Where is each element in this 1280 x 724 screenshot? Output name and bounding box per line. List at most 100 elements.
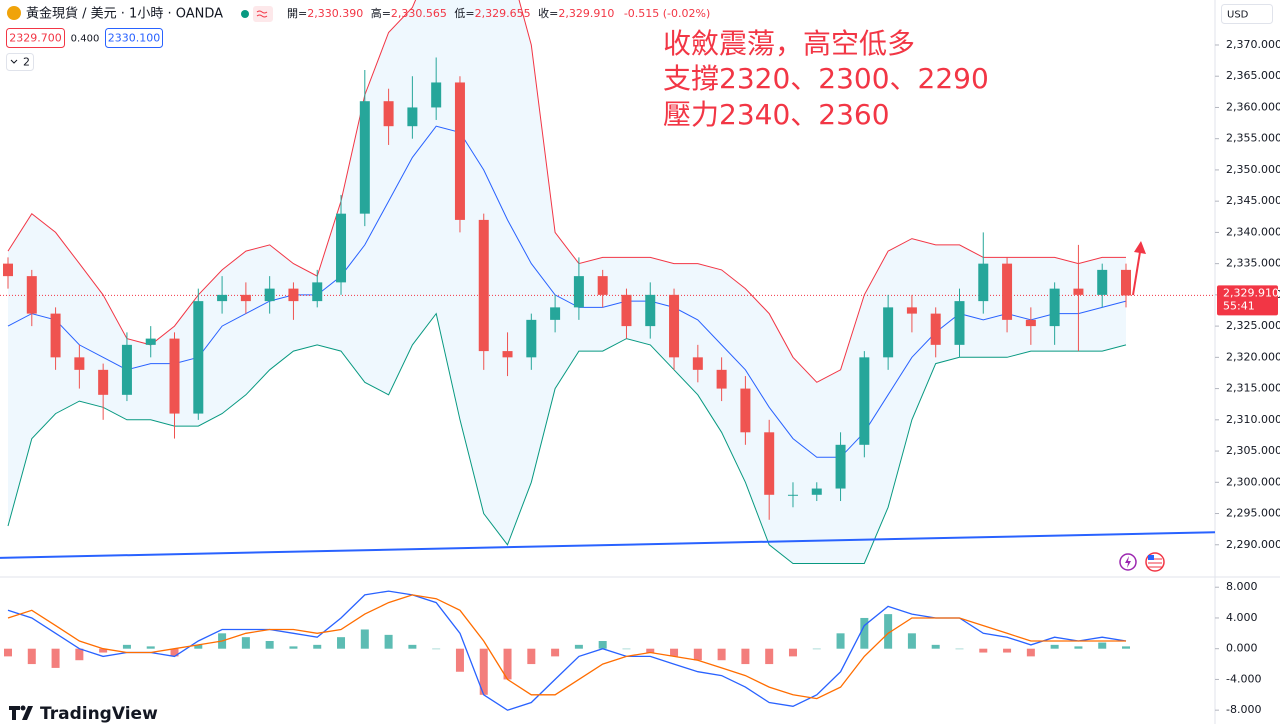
ohlc-value: 2,330.565 [391, 7, 447, 20]
candle-body [859, 357, 870, 445]
ohlc-legend: 開=2,330.390 高=2,330.565 低=2,329.655 收=2,… [287, 6, 710, 20]
candle-body [1002, 263, 1013, 320]
data-icon[interactable] [253, 6, 273, 22]
macd-histogram-bar [717, 648, 726, 661]
candle-body [383, 101, 394, 127]
macd-histogram-bar [313, 644, 322, 649]
macd-histogram-bar [765, 648, 774, 665]
price-axis: 2,290.000 2,295.000 2,300.000 2,305.000 2,31… [1215, 38, 1280, 716]
macd-histogram-bar [146, 646, 155, 649]
currency-button[interactable] [1221, 4, 1273, 24]
sell-button[interactable] [6, 28, 65, 48]
y-tick-label: -4.000 [1226, 672, 1261, 685]
macd-histogram-bar [812, 648, 821, 650]
macd-histogram-bar [4, 648, 12, 657]
macd-histogram-bar [1098, 642, 1107, 649]
candle-body [550, 307, 561, 320]
bid-price: 2329.700 [9, 32, 62, 45]
ohlc-label: 高= [371, 6, 391, 20]
macd-histogram-bar [574, 644, 583, 649]
flag-canton [1148, 555, 1154, 560]
macd-histogram-bar [455, 648, 464, 672]
candle-body [240, 294, 251, 302]
macd-histogram-bar [27, 648, 36, 665]
macd-histogram-bar [432, 648, 441, 650]
ohlc-label: 低= [454, 7, 474, 20]
y-tick-label: 2,345.000 [1226, 194, 1280, 207]
y-tick-label: 2,365.000 [1226, 69, 1280, 82]
macd-histogram-bar [551, 648, 560, 657]
candle-body [1025, 319, 1036, 327]
change: -0.515 (-0.02%) [624, 7, 710, 20]
candle-body [193, 301, 204, 414]
candle-body [787, 494, 798, 496]
y-tick-label: 8.000 [1226, 580, 1258, 593]
candle-body [1097, 269, 1108, 295]
ohlc-value: 2,329.655 [475, 7, 531, 20]
arrow-head [1134, 241, 1146, 254]
ohlc-label: 收= [538, 6, 558, 20]
macd-histogram-bar [1026, 648, 1035, 657]
chevron [10, 59, 18, 64]
bollinger-line [7, 312, 1127, 564]
market-status [241, 10, 249, 18]
macd-histogram-bar [503, 648, 512, 680]
indicators-toggle[interactable] [6, 53, 34, 71]
arrow-shaft [1132, 251, 1141, 296]
macd-histogram-bar [693, 648, 702, 661]
candle-body [716, 369, 727, 389]
candle-body [1049, 288, 1060, 327]
y-tick-label: 2,360.000 [1226, 100, 1280, 113]
candle-body [883, 307, 894, 358]
logo-dot [20, 705, 26, 711]
trend-line [0, 531, 1215, 559]
macd-histogram-bar [1074, 646, 1083, 649]
macd-histogram-bar [51, 648, 60, 668]
macd-histogram-bar [598, 641, 607, 649]
candle-body [835, 444, 846, 489]
macd-histogram-bar [646, 648, 655, 653]
macd-histogram-bar [1003, 648, 1012, 653]
y-tick-label: 2,300.000 [1226, 475, 1280, 488]
symbol-icon[interactable] [7, 6, 21, 20]
annotation: 支撐2320、2300、2290 [663, 62, 989, 95]
macd-histogram-bar [907, 633, 916, 649]
macd-histogram-bar [384, 634, 393, 649]
candle-body [407, 107, 418, 127]
candle-body [645, 294, 656, 327]
candle-body [597, 276, 608, 295]
candle-body [121, 344, 132, 395]
candle-body [312, 282, 323, 302]
ohlc-label: 開= [287, 7, 307, 20]
buy-button[interactable] [105, 28, 163, 48]
candle-body [502, 351, 513, 358]
macd-histogram-bar [170, 648, 179, 657]
macd-histogram-bar [1122, 646, 1130, 649]
ask-price: 2330.100 [108, 32, 161, 45]
band-fill [8, 0, 1126, 564]
candle-body [478, 219, 489, 352]
candle-body [336, 213, 347, 283]
macd-pane [4, 590, 1130, 711]
candle-body [169, 338, 180, 414]
macd-histogram-bar [955, 648, 964, 650]
candle-body [74, 357, 85, 370]
y-tick-label: 2,305.000 [1226, 444, 1280, 457]
ohlc-value: 2,330.390 [307, 7, 363, 20]
annotation: 收斂震蕩，高空低多 [663, 27, 915, 60]
candle-body [811, 488, 822, 495]
candle-body [526, 319, 537, 358]
candle-body [217, 294, 228, 302]
candle-body [621, 294, 632, 327]
macd-histogram-bar [860, 617, 869, 649]
candle-body [764, 432, 775, 495]
data-icon-glyph [256, 10, 268, 18]
macd-histogram-bar [1050, 644, 1059, 649]
candle-body [906, 307, 917, 314]
spread: 0.400 [71, 34, 100, 45]
annotation: 壓力2340、2360 [663, 98, 890, 131]
symbol-title[interactable]: 黃金現貨 / 美元 · 1小時 · OANDA [26, 6, 223, 22]
y-tick-label: 2,335.000 [1226, 257, 1280, 270]
y-tick-label: 2,315.000 [1226, 382, 1280, 395]
